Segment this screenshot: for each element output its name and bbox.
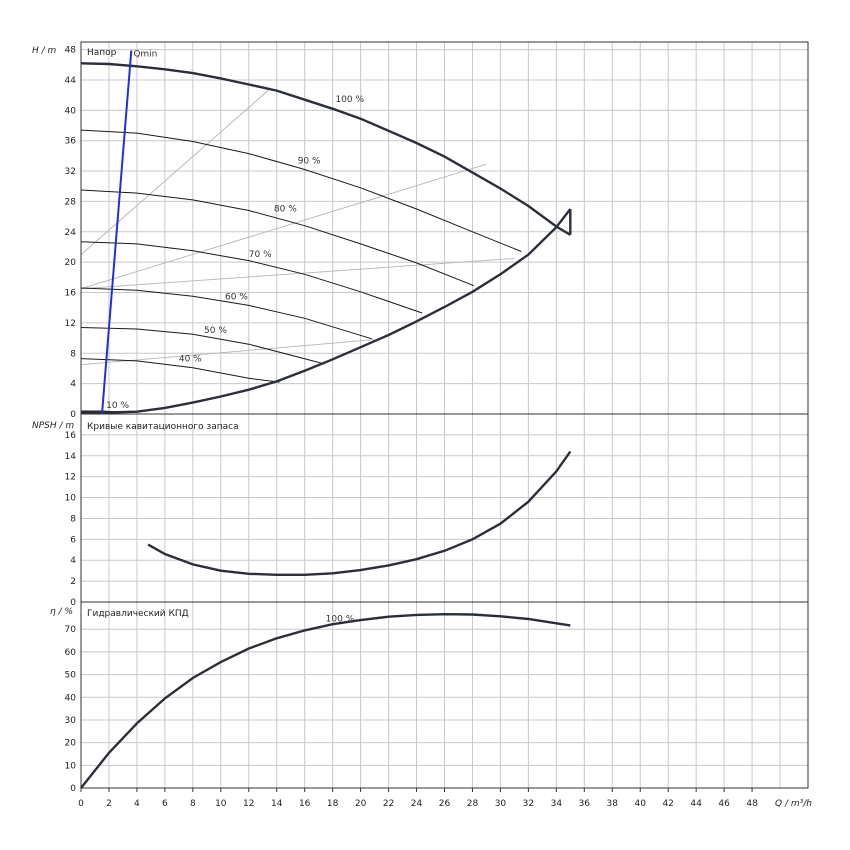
series-line	[80, 241, 423, 314]
efficiency-panel-title: Гидравлический КПД	[87, 609, 189, 619]
efficiency-guide-lines	[80, 88, 515, 366]
y-tick-label: 4	[70, 380, 76, 390]
y-tick-label: 32	[65, 167, 76, 177]
y-tick-label: 6	[70, 535, 76, 545]
x-tick-label: 30	[495, 799, 507, 809]
y-tick-label: 4	[70, 556, 76, 566]
y-tick-label: 30	[65, 716, 77, 726]
x-tick-label: 10	[215, 799, 227, 809]
panel-frame	[80, 601, 809, 789]
x-tick-label: 42	[662, 799, 673, 809]
efficiency-line	[80, 257, 515, 290]
x-tick-label: 0	[78, 799, 84, 809]
series-line	[80, 287, 372, 340]
envelope-line	[81, 208, 572, 414]
x-tick-label: 38	[607, 799, 619, 809]
x-tick-label: 2	[106, 799, 112, 809]
curve-labels: 100 % 90 % 80 % 70 % 60 % 50 % 40 % 10 % 100 %	[106, 95, 364, 624]
y-tick-label: 0	[70, 784, 76, 794]
x-tick-label: 48	[746, 799, 758, 809]
y-tick-label: 28	[65, 197, 77, 207]
curve-percent-label: 50 %	[204, 326, 227, 336]
y-tick-label: 16	[65, 431, 77, 441]
curve-percent-label: 70 %	[249, 250, 272, 260]
y-tick-label: 60	[65, 648, 77, 658]
tick-labels: 0481216202428323640444802468101214160102…	[65, 46, 759, 809]
y-tick-label: 16	[65, 289, 77, 299]
y-tick-label: 44	[65, 76, 77, 86]
npsh-panel-title: Кривые кавитационного запаса	[87, 422, 239, 432]
x-tick-label: 18	[327, 799, 339, 809]
curve-percent-label: 100 %	[335, 95, 364, 105]
x-tick-label: 6	[162, 799, 168, 809]
y-tick-label: 20	[65, 739, 77, 749]
h-axis-label: H / m	[32, 46, 57, 56]
curves	[80, 50, 572, 789]
series-line	[80, 612, 571, 789]
y-tick-label: 0	[70, 598, 76, 608]
x-tick-label: 32	[523, 799, 534, 809]
x-tick-label: 44	[690, 799, 702, 809]
npsh-axis-label: NPSH / m	[32, 421, 74, 431]
y-tick-label: 50	[65, 671, 77, 681]
series-line	[147, 450, 572, 576]
head-panel-title: Напор	[87, 48, 117, 58]
y-tick-label: 10	[65, 494, 77, 504]
qmin-label: Qmin	[133, 49, 157, 59]
y-tick-label: 24	[65, 228, 77, 238]
y-tick-label: 8	[70, 514, 76, 524]
y-tick-label: 10	[65, 761, 77, 771]
x-tick-label: 34	[551, 799, 563, 809]
q-axis-label: Q / m³/h	[775, 799, 812, 809]
eta-axis-label: η / %	[50, 607, 73, 617]
y-tick-label: 48	[65, 46, 77, 56]
efficiency-line	[80, 163, 487, 290]
x-tick-label: 22	[383, 799, 394, 809]
x-tick-label: 20	[355, 799, 367, 809]
y-tick-label: 12	[65, 473, 76, 483]
series-line	[80, 129, 522, 252]
x-tick-label: 14	[271, 799, 283, 809]
curve-percent-label: 100 %	[326, 614, 355, 624]
series-line	[80, 189, 475, 287]
y-tick-label: 2	[70, 577, 76, 587]
x-tick-label: 28	[467, 799, 479, 809]
x-tick-label: 4	[134, 799, 140, 809]
panel-frames	[80, 41, 809, 789]
y-tick-label: 36	[65, 137, 77, 147]
x-tick-label: 8	[190, 799, 196, 809]
curve-percent-label: 80 %	[274, 204, 297, 214]
x-tick-label: 46	[718, 799, 730, 809]
x-tick-label: 16	[299, 799, 311, 809]
x-tick-label: 40	[635, 799, 647, 809]
y-tick-label: 40	[65, 106, 77, 116]
grid	[80, 42, 809, 789]
x-tick-label: 26	[439, 799, 451, 809]
qmin-line	[101, 50, 133, 415]
y-tick-label: 40	[65, 693, 77, 703]
curve-percent-label: 90 %	[298, 156, 321, 166]
curve-percent-label: 10 %	[106, 401, 129, 411]
curve-percent-label: 60 %	[225, 292, 248, 302]
y-tick-label: 0	[70, 410, 76, 420]
efficiency-line	[80, 88, 270, 255]
series-line	[80, 358, 280, 383]
x-tick-label: 24	[411, 799, 423, 809]
y-tick-label: 14	[65, 452, 77, 462]
y-tick-label: 12	[65, 319, 76, 329]
y-tick-label: 70	[65, 625, 77, 635]
x-tick-label: 36	[579, 799, 591, 809]
y-tick-label: 20	[65, 258, 77, 268]
x-tick-label: 12	[243, 799, 254, 809]
series-line	[80, 62, 571, 236]
series-line	[80, 327, 325, 365]
y-tick-label: 8	[70, 349, 76, 359]
curve-percent-label: 40 %	[179, 355, 202, 365]
